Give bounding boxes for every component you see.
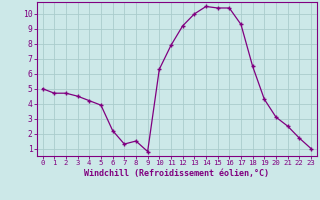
X-axis label: Windchill (Refroidissement éolien,°C): Windchill (Refroidissement éolien,°C)	[84, 169, 269, 178]
